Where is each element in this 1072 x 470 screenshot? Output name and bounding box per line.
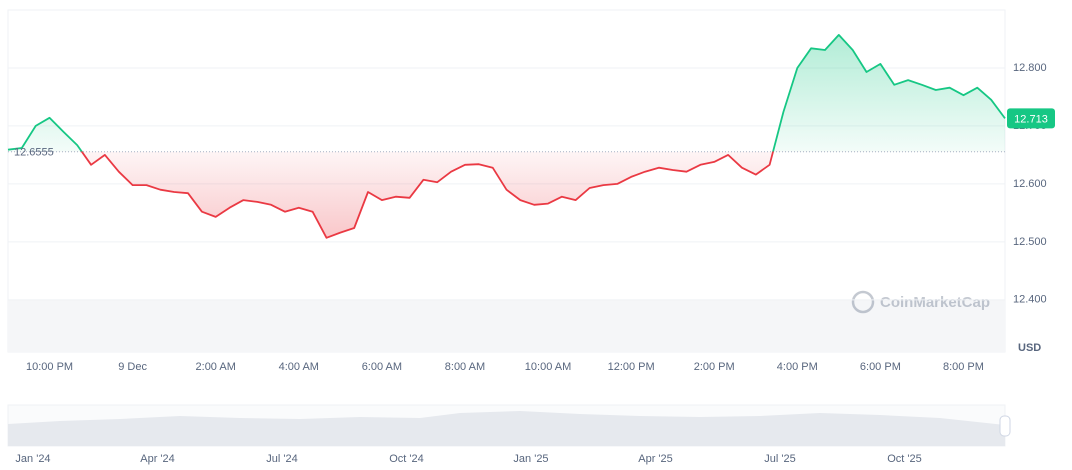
y-tick-label: 12.500: [1013, 236, 1047, 248]
baseline-label: 12.6555: [14, 147, 54, 159]
y-tick-label: 12.400: [1013, 294, 1047, 306]
x-tick-label: 2:00 PM: [694, 361, 735, 373]
x-tick-label: 6:00 PM: [860, 361, 901, 373]
y-tick-label: 12.600: [1013, 178, 1047, 190]
navigator-label: Jan '24: [15, 453, 50, 465]
navigator-label: Jan '25: [513, 453, 548, 465]
area-fill: [8, 34, 1005, 238]
navigator-label: Jul '24: [266, 453, 297, 465]
x-tick-label: 4:00 AM: [279, 361, 319, 373]
watermark-logo: [851, 290, 875, 314]
watermark-text: CoinMarketCap: [880, 294, 990, 311]
navigator-label: Oct '25: [887, 453, 922, 465]
price-line: [7, 34, 1006, 239]
x-tick-label: 10:00 PM: [26, 361, 73, 373]
last-price-label: 12.713: [1014, 113, 1048, 125]
x-tick-label: 6:00 AM: [362, 361, 402, 373]
x-tick-label: 12:00 PM: [608, 361, 655, 373]
x-tick-label: 10:00 AM: [525, 361, 571, 373]
x-tick-label: 9 Dec: [118, 361, 147, 373]
watermark: CoinMarketCap: [851, 290, 990, 314]
navigator-label: Apr '25: [638, 453, 673, 465]
x-tick-label: 4:00 PM: [777, 361, 818, 373]
navigator-area: [8, 411, 1005, 446]
x-tick-label: 8:00 PM: [943, 361, 984, 373]
navigator-label: Oct '24: [389, 453, 424, 465]
currency-label: USD: [1018, 342, 1041, 354]
navigator-label: Apr '24: [140, 453, 175, 465]
navigator-handle[interactable]: [999, 415, 1011, 437]
y-tick-label: 12.800: [1013, 62, 1047, 74]
x-tick-label: 8:00 AM: [445, 361, 485, 373]
last-price-badge: [1007, 108, 1055, 129]
volume-band: [8, 300, 1005, 352]
x-tick-label: 2:00 AM: [196, 361, 236, 373]
navigator-label: Jul '25: [764, 453, 795, 465]
